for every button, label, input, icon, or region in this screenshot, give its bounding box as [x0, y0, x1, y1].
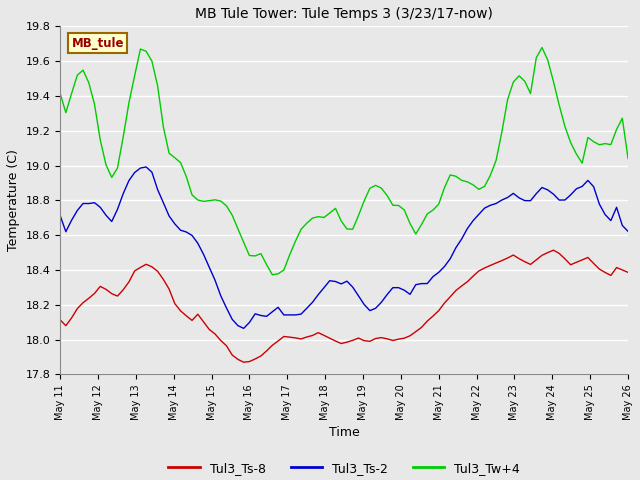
Title: MB Tule Tower: Tule Temps 3 (3/23/17-now): MB Tule Tower: Tule Temps 3 (3/23/17-now…	[195, 7, 493, 21]
X-axis label: Time: Time	[329, 426, 360, 439]
Text: MB_tule: MB_tule	[72, 37, 124, 50]
Legend: Tul3_Ts-8, Tul3_Ts-2, Tul3_Tw+4: Tul3_Ts-8, Tul3_Ts-2, Tul3_Tw+4	[163, 456, 525, 480]
Y-axis label: Temperature (C): Temperature (C)	[7, 149, 20, 251]
